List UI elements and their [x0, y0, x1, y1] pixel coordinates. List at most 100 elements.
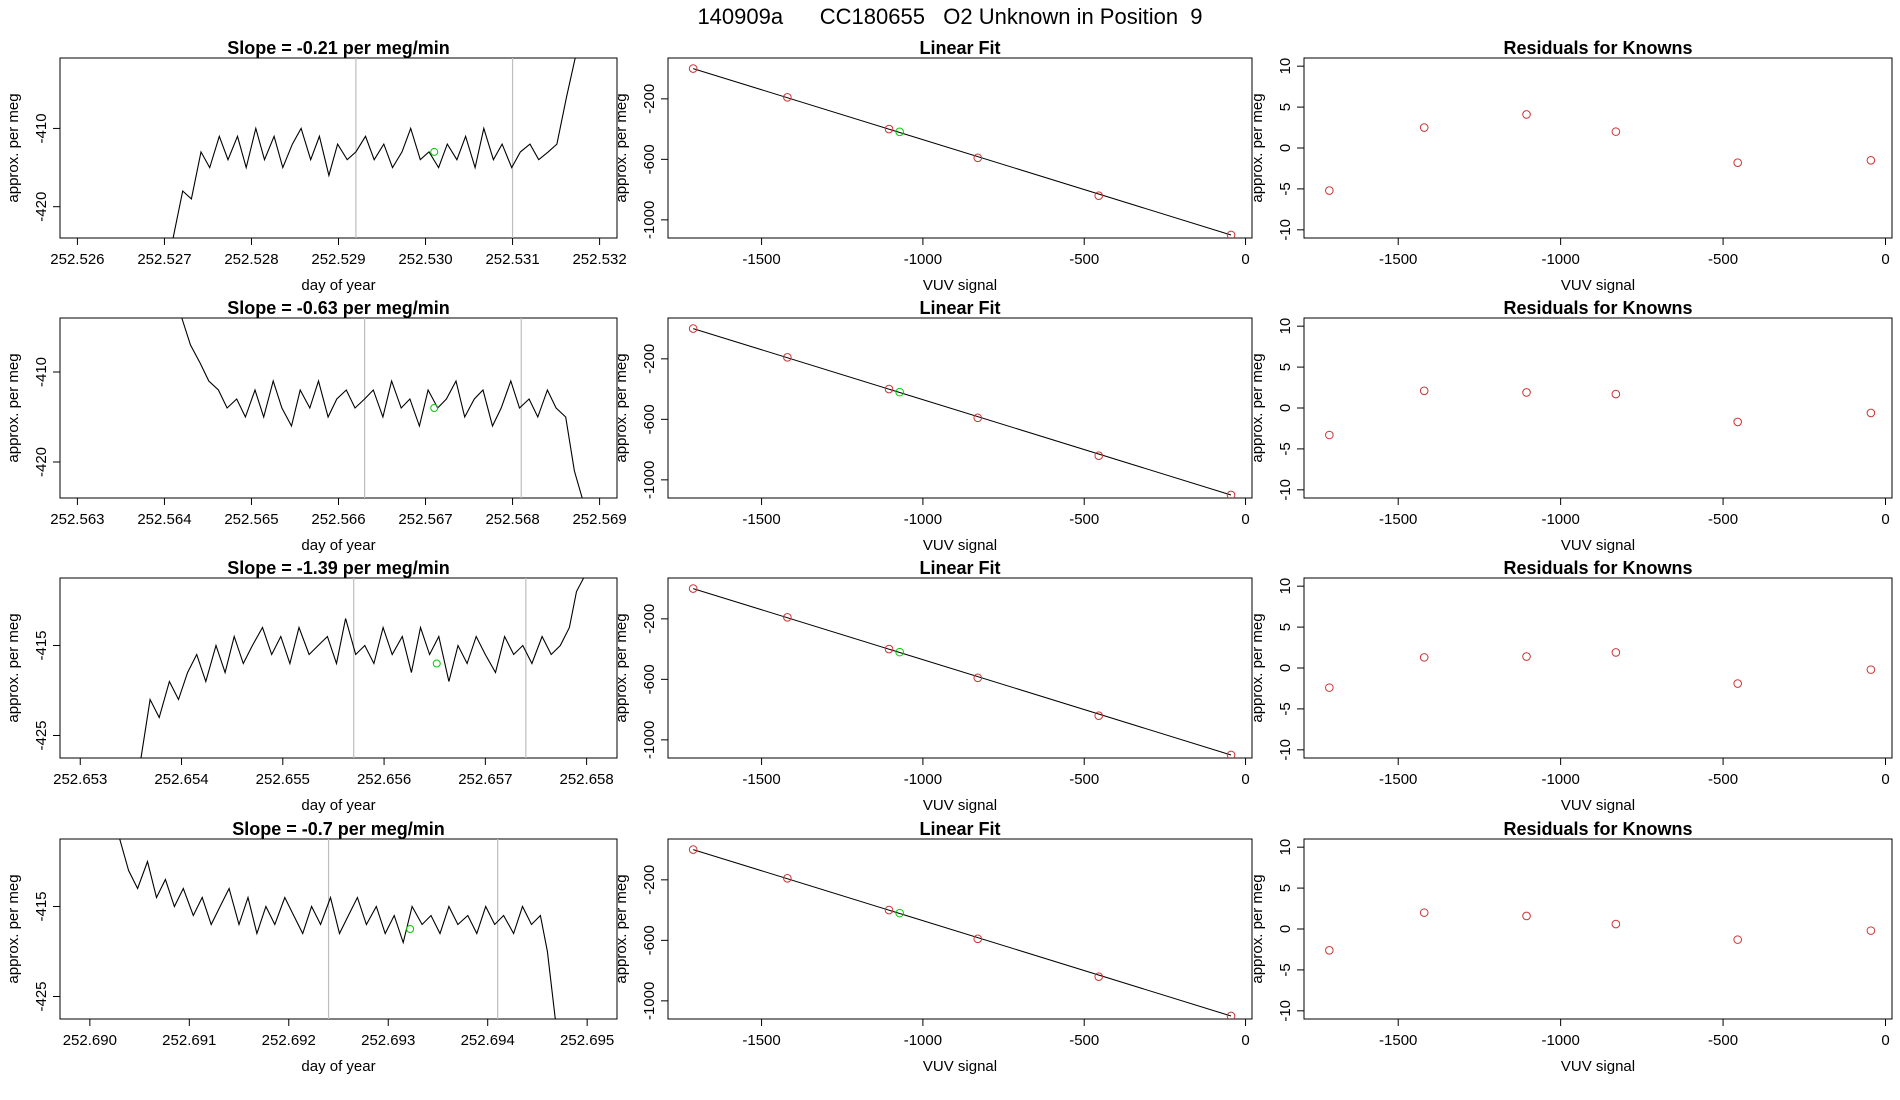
x-tick-label: -1000	[1541, 1032, 1579, 1049]
y-tick-label: -200	[641, 865, 658, 895]
y-tick-label: 10	[1277, 318, 1294, 335]
x-tick-label: 252.530	[398, 251, 452, 268]
chart-panel-8: Linear Fit VUV signal approx. per meg -1500…	[613, 819, 1253, 1075]
known-point	[973, 153, 983, 163]
known-point	[884, 124, 894, 134]
residual-point	[1866, 155, 1876, 165]
x-tick-label: 0	[1881, 771, 1889, 788]
x-tick-label: -1000	[1541, 251, 1579, 268]
y-tick-label: 10	[1277, 578, 1294, 595]
known-point	[1094, 972, 1104, 981]
residual-point	[1611, 127, 1621, 136]
x-tick-label: 0	[1241, 251, 1249, 268]
y-tick-label: 10	[1277, 58, 1294, 75]
y-tick-label: -420	[33, 192, 50, 222]
y-tick-label: -425	[33, 981, 50, 1011]
residual-point	[1866, 926, 1876, 935]
x-tick-label: 252.567	[398, 511, 452, 528]
x-tick-label: 252.658	[560, 771, 614, 788]
y-tick-label: -1000	[641, 982, 658, 1020]
x-tick-label: 252.569	[572, 511, 626, 528]
x-axis-label: VUV signal	[1561, 537, 1635, 554]
x-axis-label: day of year	[301, 1058, 375, 1075]
x-tick-label: 0	[1881, 1032, 1889, 1049]
x-tick-label: 252.563	[50, 511, 104, 528]
data-layer	[140, 578, 585, 758]
y-tick-label: -600	[641, 404, 658, 434]
x-tick-label: -1000	[904, 771, 942, 788]
plot-frame	[59, 577, 618, 759]
plot-frame	[667, 577, 1253, 759]
known-point	[884, 644, 894, 654]
chart-panel-6: Linear Fit VUV signal approx. per meg -1500…	[613, 298, 1253, 554]
residual-point	[1733, 417, 1742, 427]
residual-point	[1866, 665, 1876, 674]
y-axis-label: approx. per meg	[613, 93, 630, 202]
known-point	[1226, 490, 1236, 498]
x-tick-label: -1500	[742, 251, 780, 268]
y-tick-label: -600	[641, 144, 658, 174]
known-point	[973, 673, 983, 683]
x-axis-label: VUV signal	[923, 1058, 997, 1075]
y-tick-label: -425	[33, 720, 50, 750]
x-tick-label: 252.565	[224, 511, 278, 528]
panel-title: Residuals for Knowns	[1503, 819, 1692, 839]
plot-frame	[1303, 838, 1893, 1020]
data-layer	[172, 58, 576, 238]
x-tick-label: 252.657	[458, 771, 512, 788]
data-layer	[1325, 386, 1876, 440]
y-axis-label: approx. per meg	[1249, 874, 1266, 983]
fit-line	[693, 68, 1232, 236]
residual-point	[1611, 648, 1621, 657]
fit-line	[693, 588, 1232, 756]
known-point	[973, 934, 983, 944]
x-tick-label: -500	[1069, 1032, 1099, 1049]
y-tick-label: -10	[1277, 219, 1294, 241]
known-point	[783, 93, 792, 102]
y-tick-label: -600	[641, 664, 658, 694]
panel-title: Residuals for Knowns	[1503, 38, 1692, 58]
x-tick-label: 252.654	[154, 771, 208, 788]
known-point	[1226, 230, 1236, 238]
unknown-point	[895, 387, 904, 397]
known-point	[688, 584, 698, 593]
y-tick-label: 5	[1277, 623, 1294, 631]
y-tick-label: -5	[1277, 963, 1294, 976]
x-tick-label: -1500	[742, 511, 780, 528]
plot-frame	[59, 838, 618, 1020]
y-tick-label: -1000	[641, 201, 658, 239]
y-axis-label: approx. per meg	[1249, 613, 1266, 722]
x-tick-label: 0	[1241, 1032, 1249, 1049]
known-point	[1094, 191, 1104, 200]
known-point	[688, 64, 698, 73]
residual-point	[1419, 653, 1429, 662]
y-tick-label: -1000	[641, 461, 658, 499]
y-axis-label: approx. per meg	[1249, 93, 1266, 202]
plot-frame	[667, 57, 1253, 239]
residual-point	[1733, 679, 1742, 688]
y-tick-label: 0	[1277, 404, 1294, 412]
known-point	[973, 413, 983, 423]
x-tick-label: -500	[1708, 251, 1738, 268]
data-layer	[181, 318, 583, 498]
plot-frame	[1303, 577, 1893, 759]
plot-frame	[1303, 317, 1893, 499]
panel-title: Linear Fit	[919, 558, 1000, 578]
unknown-marker	[430, 147, 439, 156]
data-layer	[1325, 110, 1876, 195]
plot-frame	[1303, 57, 1893, 239]
x-tick-label: -1000	[904, 511, 942, 528]
residual-point	[1611, 919, 1621, 929]
known-point	[688, 845, 698, 854]
y-axis-label: approx. per meg	[5, 93, 22, 202]
y-tick-label: -10	[1277, 479, 1294, 501]
residual-point	[1522, 652, 1531, 661]
y-tick-label: -415	[33, 630, 50, 660]
x-tick-label: 252.690	[63, 1032, 117, 1049]
y-tick-label: -410	[33, 357, 50, 387]
x-tick-label: 0	[1881, 511, 1889, 528]
known-point	[1094, 711, 1104, 720]
residual-point	[1325, 683, 1334, 692]
y-tick-label: -10	[1277, 739, 1294, 761]
x-tick-label: -500	[1708, 771, 1738, 788]
